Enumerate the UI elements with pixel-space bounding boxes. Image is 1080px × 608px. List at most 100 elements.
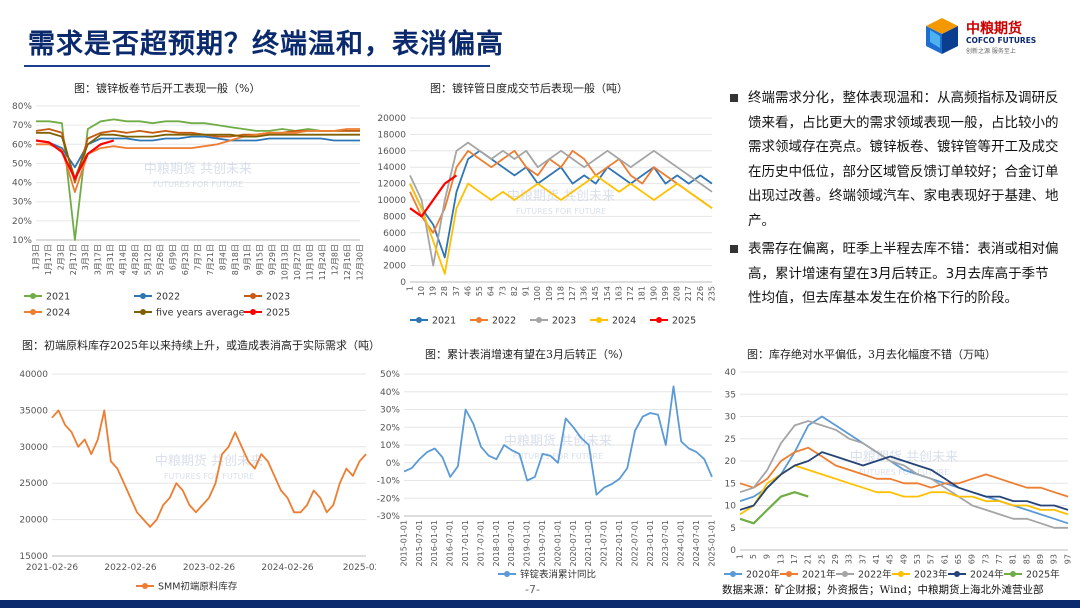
x-tick-label: 81	[1009, 554, 1018, 564]
y-tick-label: 30%	[12, 198, 32, 208]
legend-label: 2021	[432, 316, 456, 327]
x-tick-label: 226	[696, 286, 705, 301]
legend-label: 2021	[46, 292, 70, 303]
y-tick-label: 30000	[19, 443, 48, 453]
x-tick-label: 127	[568, 286, 577, 301]
y-tick-label: 70%	[12, 121, 32, 131]
y-tick-label: 35	[725, 390, 736, 400]
x-tick-label: 21	[804, 554, 813, 564]
x-tick-label: 5月26日	[156, 244, 165, 275]
y-tick-label: 0%	[386, 459, 401, 469]
y-tick-label: 20%	[380, 423, 400, 433]
legend-marker	[786, 571, 792, 577]
legend-marker	[656, 317, 662, 323]
x-tick-label: 163	[614, 286, 623, 301]
y-tick-label: 50%	[12, 159, 32, 169]
x-tick-label: 7月7日	[193, 244, 202, 270]
y-tick-label: 10%	[12, 236, 32, 246]
x-tick-label: 11月10日	[306, 244, 315, 280]
y-tick-label: 4000	[383, 245, 406, 255]
x-tick-label: 1月17日	[44, 244, 53, 275]
x-tick-label: 3月31日	[106, 244, 115, 275]
x-tick-label: 12月8日	[330, 244, 339, 275]
x-tick-label: 136	[580, 286, 589, 301]
x-tick-label: 9	[763, 554, 772, 559]
y-tick-label: 25	[725, 435, 736, 445]
legend-label: 2025	[266, 308, 290, 319]
series-line-2025年	[739, 491, 809, 525]
legend-marker	[142, 583, 148, 589]
watermark-cn: 中粮期货 共创未来	[144, 161, 252, 177]
chart1-title: 图：镀锌板卷节后开工表现一般（%）	[74, 82, 261, 95]
series-line-2022年	[739, 420, 1068, 529]
x-tick-label: 10月27日	[293, 244, 302, 280]
series-line-2025	[409, 174, 458, 218]
footer-bar	[0, 600, 1080, 608]
y-tick-label: -10%	[377, 477, 401, 487]
x-tick-label: 4月14日	[119, 244, 128, 275]
x-tick-label: 10	[417, 286, 426, 296]
legend-marker	[730, 571, 736, 577]
y-tick-label: 50%	[380, 370, 400, 380]
x-tick-label: 2025-02-2	[343, 563, 376, 573]
legend-label: 2024年	[970, 569, 1004, 581]
x-tick-label: 61	[940, 554, 949, 564]
y-tick-label: 12000	[377, 180, 406, 190]
logo-cn: 中粮期货	[966, 21, 1022, 37]
y-tick-label: 10%	[380, 441, 400, 451]
x-tick-label: 109	[545, 286, 554, 301]
x-tick-label: 9月29日	[268, 244, 277, 275]
legend-label: 2020年	[746, 569, 780, 581]
legend-label: 2022	[156, 292, 180, 303]
legend-label: 2025年	[1026, 569, 1060, 581]
x-tick-label: 154	[603, 286, 612, 301]
y-tick-label: 20000	[377, 114, 406, 124]
watermark-en: FUTURES FOR FUTURE	[513, 452, 603, 461]
chart-galvanized-pipe-volume: 0 2000 4000 6000 8000 10000 12000 14000 16000 180…	[377, 114, 716, 327]
x-tick-label: 25	[817, 554, 826, 564]
x-tick-label: 2019-01-01	[523, 520, 532, 567]
x-tick-label: 2020-07-01	[569, 520, 578, 567]
y-tick-label: 25000	[19, 479, 48, 489]
series-line-2022	[409, 149, 713, 234]
x-tick-label: 118	[556, 286, 565, 301]
x-tick-label: 208	[673, 286, 682, 301]
series-line-2025	[35, 139, 115, 180]
y-tick-label: 30	[725, 413, 737, 423]
x-tick-label: 2月17日	[69, 244, 78, 275]
x-tick-label: 17	[790, 554, 799, 564]
x-tick-label: 13	[776, 554, 785, 564]
legend-label: 锌锭表消累计同比	[520, 569, 596, 581]
x-tick-label: 8月4日	[218, 244, 227, 270]
chart4-title: 图：累计表消增速有望在3月后转正（%）	[425, 348, 630, 361]
bullet-square-icon	[730, 94, 738, 102]
y-tick-label: -30%	[377, 512, 401, 522]
x-tick-label: 12月16日	[343, 244, 352, 280]
x-tick-label: 172	[626, 286, 635, 301]
x-tick-label: 1	[405, 286, 414, 291]
y-tick-label: -20%	[377, 494, 401, 504]
x-tick-label: 100	[533, 286, 542, 301]
legend-marker	[476, 317, 482, 323]
series-line-2024年	[739, 451, 1069, 511]
x-tick-label: 190	[649, 286, 658, 301]
x-tick-label: 2024-07-01	[692, 520, 701, 567]
x-tick-label: 1月3日	[31, 244, 40, 270]
x-tick-label: 91	[522, 286, 531, 296]
legend-marker	[504, 571, 510, 577]
legend-label: 2022年	[858, 569, 892, 581]
x-tick-label: 2020-01-01	[553, 520, 562, 567]
x-tick-label: 89	[1036, 554, 1045, 564]
title-underline	[24, 65, 490, 67]
legend-label: 2024	[612, 316, 636, 327]
legend-label: five years average	[156, 308, 245, 319]
series-line-five-years-average	[36, 131, 360, 180]
legend-label: 2023	[266, 292, 290, 303]
x-tick-label: 5月12日	[144, 244, 153, 275]
x-tick-label: 2021-02-26	[26, 563, 79, 573]
x-tick-label: 2月3日	[56, 244, 65, 270]
watermark-cn: 中粮期货 共创未来	[850, 449, 958, 465]
x-tick-label: 7月21日	[206, 244, 215, 275]
x-tick-label: 97	[1063, 554, 1072, 564]
